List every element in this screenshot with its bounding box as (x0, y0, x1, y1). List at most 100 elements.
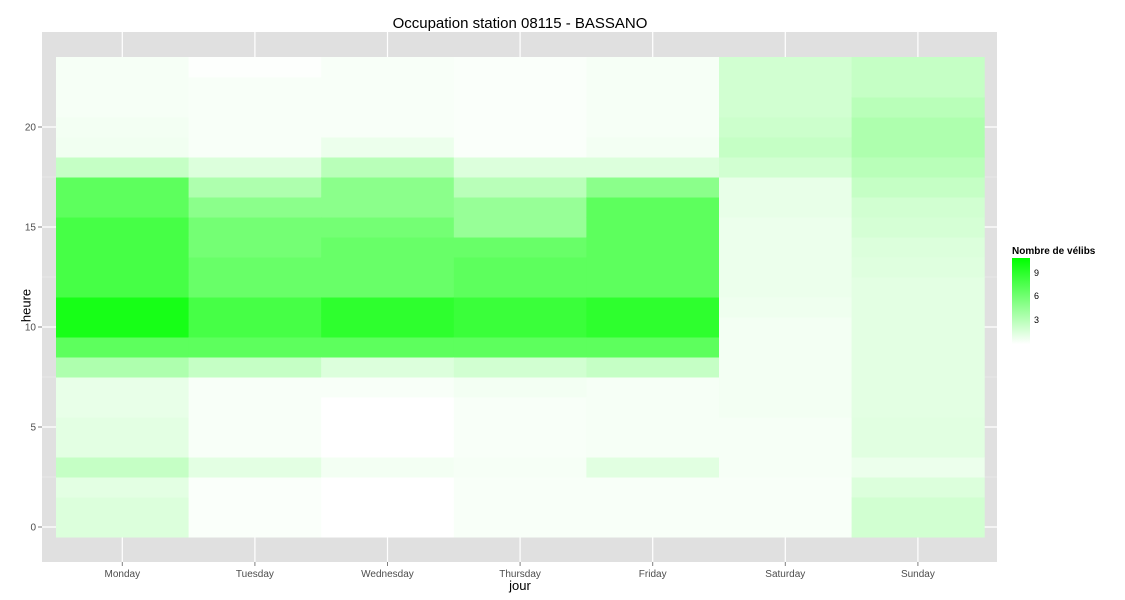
heatmap-cell (851, 57, 985, 78)
legend: Nombre de vélibs 3 6 9 (1012, 246, 1095, 344)
heatmap-cell (586, 317, 720, 338)
heatmap-cell (321, 137, 455, 158)
heatmap-cell (453, 377, 587, 398)
x-tick-label: Thursday (499, 569, 541, 580)
heatmap-cell (453, 237, 587, 258)
heatmap-cell (851, 217, 985, 238)
heatmap-cell (719, 457, 853, 478)
heatmap-cell (586, 517, 720, 538)
heatmap-cell (586, 457, 720, 478)
heatmap-cell (851, 457, 985, 478)
x-tick-label: Sunday (901, 569, 935, 580)
heatmap-cell (719, 437, 853, 458)
heatmap-cell (188, 77, 322, 98)
heatmap-cell (453, 477, 587, 498)
heatmap-cell (321, 277, 455, 298)
heatmap-cell (321, 217, 455, 238)
heatmap-cell (719, 117, 853, 138)
heatmap-cell (851, 477, 985, 498)
heatmap-cell (321, 317, 455, 338)
heatmap-cell (719, 297, 853, 318)
legend-tick-label: 3 (1034, 314, 1040, 325)
heatmap-cell (56, 77, 190, 98)
heatmap-cell (586, 77, 720, 98)
heatmap-cell (56, 117, 190, 138)
heatmap-cell (719, 137, 853, 158)
heatmap-cell (586, 477, 720, 498)
heatmap-cell (188, 157, 322, 178)
heatmap-cell (56, 257, 190, 278)
heatmap-cell (188, 337, 322, 358)
heatmap-cell (851, 277, 985, 298)
heatmap-cell (56, 157, 190, 178)
heatmap-cell (586, 137, 720, 158)
heatmap-cell (56, 317, 190, 338)
heatmap-cell (453, 317, 587, 338)
heatmap-cell (321, 357, 455, 378)
heatmap-cell (321, 437, 455, 458)
heatmap-cell (719, 57, 853, 78)
heatmap-cell (321, 197, 455, 218)
heatmap-cell (851, 437, 985, 458)
heatmap-cell (586, 57, 720, 78)
heatmap-cell (56, 437, 190, 458)
heatmap-cell (586, 217, 720, 238)
heatmap-cell (321, 157, 455, 178)
heatmap-cell (851, 257, 985, 278)
x-tick-label: Friday (639, 569, 667, 580)
heatmap-cell (453, 417, 587, 438)
heatmap-cell (188, 497, 322, 518)
heatmap-cell (56, 357, 190, 378)
heatmap-cell (188, 457, 322, 478)
heatmap-cell (453, 357, 587, 378)
y-axis-label: heure (18, 288, 34, 323)
legend-color-bar (1012, 258, 1030, 344)
heatmap-cell (321, 457, 455, 478)
heatmap-cell (453, 457, 587, 478)
heatmap-cell (56, 177, 190, 198)
heatmap-cell (56, 237, 190, 258)
heatmap-cell (56, 197, 190, 218)
y-tick-label: 20 (25, 123, 37, 134)
heatmap-cell (321, 117, 455, 138)
heatmap-cell (188, 137, 322, 158)
heatmap-cell (851, 317, 985, 338)
heatmap-cell (321, 417, 455, 438)
heatmap-cell (453, 197, 587, 218)
heatmap-cell (851, 497, 985, 518)
heatmap-cell (321, 77, 455, 98)
heatmap-cell (851, 157, 985, 178)
heatmap-cell (321, 257, 455, 278)
heatmap-cell (851, 297, 985, 318)
legend-tick-label: 6 (1034, 291, 1040, 302)
heatmap-cell (453, 397, 587, 418)
heatmap-cell (586, 497, 720, 518)
heatmap-cell (321, 517, 455, 538)
heatmap-cell (321, 57, 455, 78)
heatmap-cell (321, 297, 455, 318)
heatmap-cell (188, 417, 322, 438)
heatmap-cell (453, 257, 587, 278)
heatmap-cell (719, 217, 853, 238)
heatmap-cell (719, 77, 853, 98)
heatmap-cell (586, 397, 720, 418)
heatmap-cell (56, 217, 190, 238)
heatmap-cell (586, 197, 720, 218)
heatmap-cell (453, 177, 587, 198)
heatmap-cell (453, 277, 587, 298)
heatmap-cell (851, 377, 985, 398)
heatmap-cell (719, 97, 853, 118)
heatmap-cell (188, 277, 322, 298)
heatmap-cell (851, 177, 985, 198)
heatmap-cell (321, 337, 455, 358)
heatmap-cell (56, 337, 190, 358)
heatmap-cell (851, 237, 985, 258)
heatmap-cell (719, 317, 853, 338)
heatmap-cell (851, 397, 985, 418)
heatmap-cell (321, 397, 455, 418)
y-tick-label: 15 (25, 223, 37, 234)
x-tick-label: Monday (105, 569, 141, 580)
heatmap-cell (56, 457, 190, 478)
heatmap-cell (188, 317, 322, 338)
